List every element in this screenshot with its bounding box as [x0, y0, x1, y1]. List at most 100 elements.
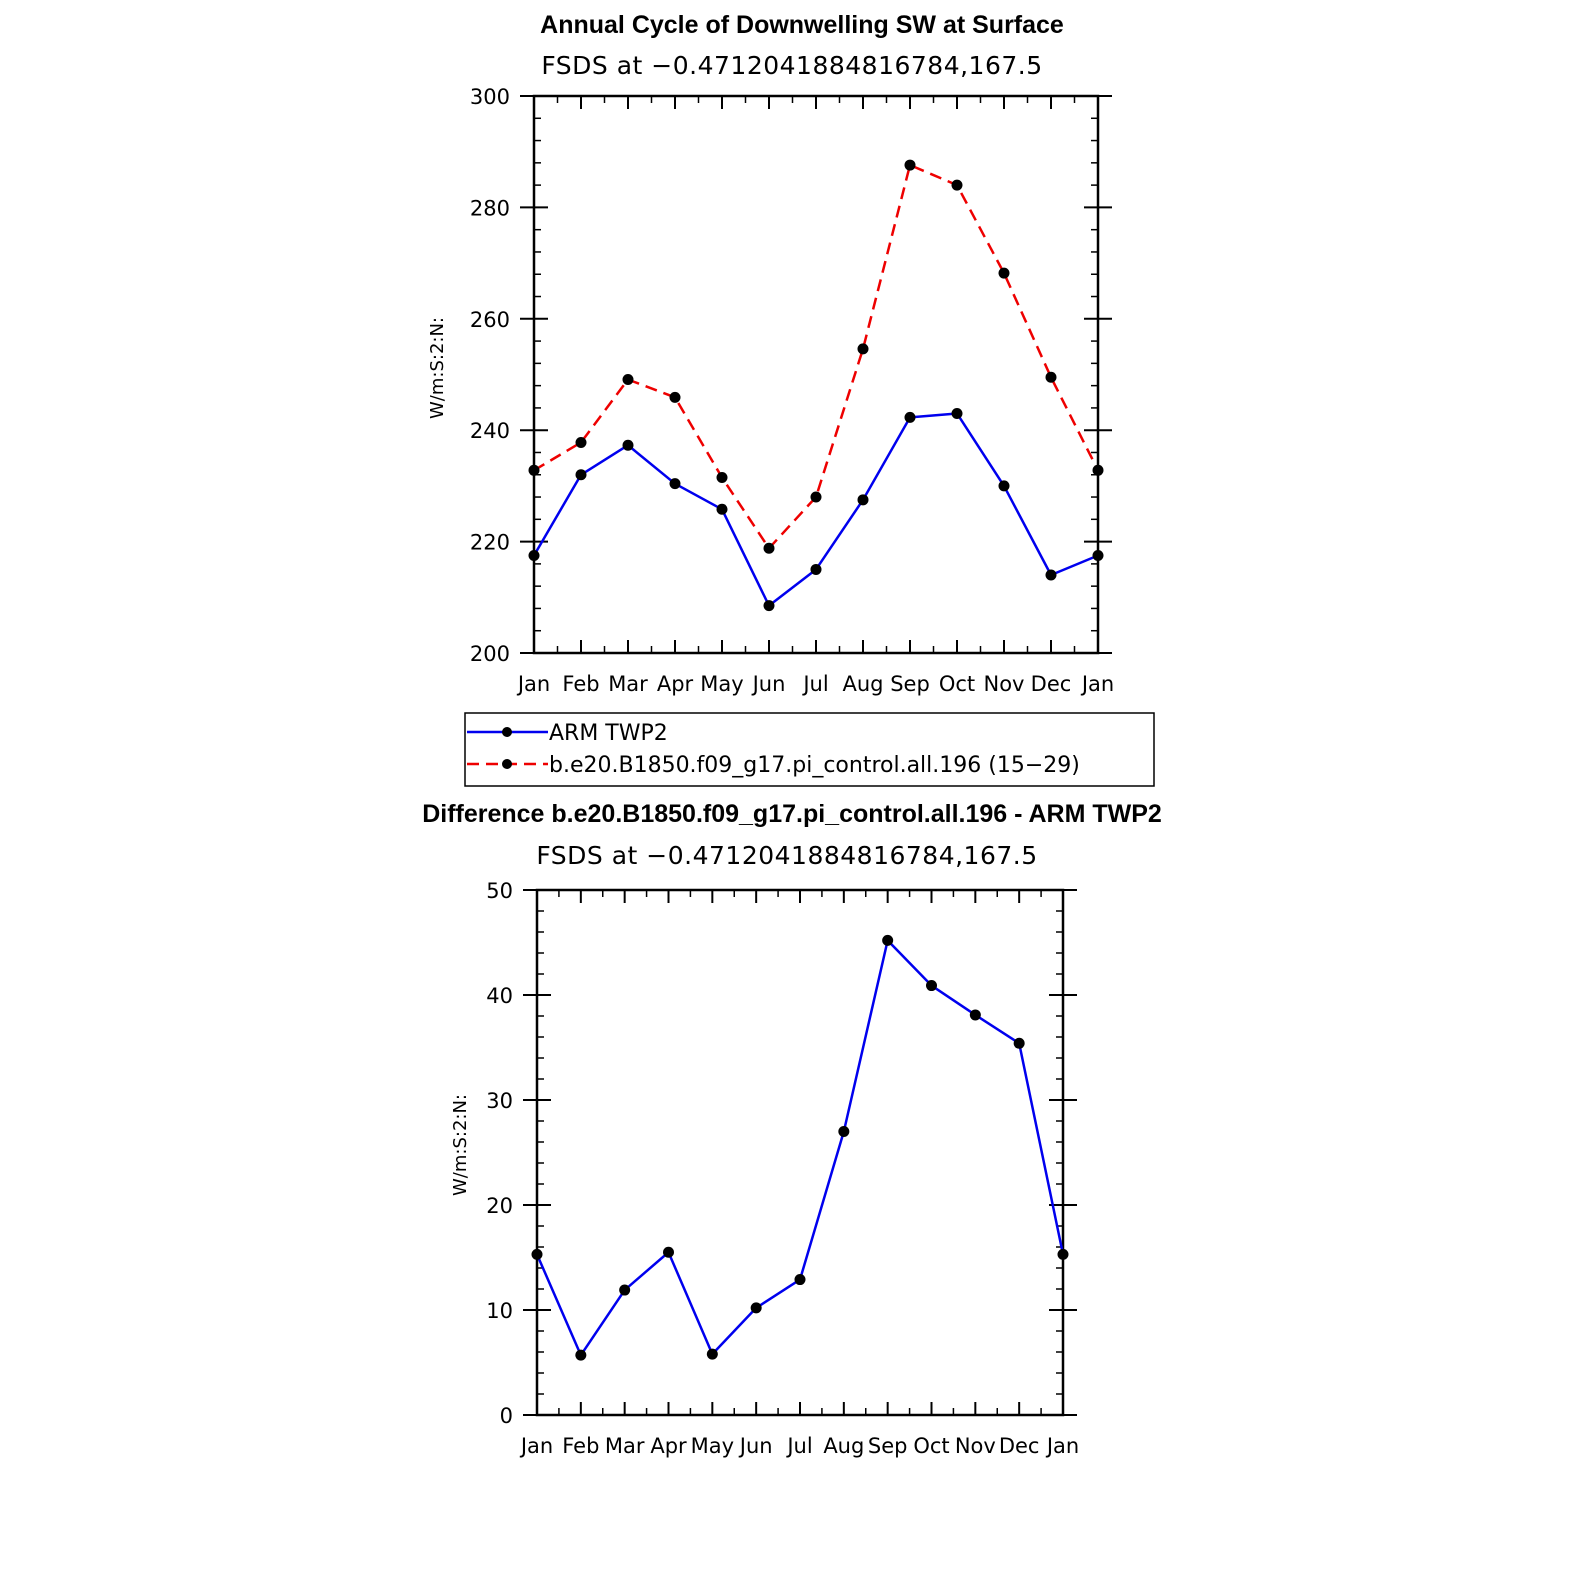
- x-tick-label: Jan: [1080, 672, 1114, 696]
- y-tick-label: 240: [470, 419, 510, 443]
- data-point: [669, 478, 681, 490]
- y-tick-label: 300: [470, 85, 510, 109]
- data-point: [857, 494, 869, 506]
- x-tick-label: May: [691, 1434, 734, 1458]
- x-tick-label: Sep: [868, 1434, 908, 1458]
- data-point: [528, 550, 540, 562]
- x-tick-label: Nov: [955, 1434, 996, 1458]
- annual-cycle-chart: Annual Cycle of Downwelling SW at Surfac…: [427, 11, 1155, 787]
- legend-entry-model: b.e20.B1850.f09_g17.pi_control.all.196 (…: [467, 753, 1080, 778]
- x-tick-label: Oct: [913, 1434, 949, 1458]
- data-point: [998, 267, 1010, 279]
- data-point: [1092, 464, 1104, 476]
- legend-label: ARM TWP2: [549, 721, 668, 746]
- data-point: [763, 600, 775, 612]
- data-point: [810, 563, 822, 575]
- y-tick-label: 280: [470, 196, 510, 220]
- x-tick-label: Sep: [890, 672, 930, 696]
- data-point: [1013, 1037, 1025, 1049]
- legend-label: b.e20.B1850.f09_g17.pi_control.all.196 (…: [549, 753, 1080, 778]
- data-point: [763, 542, 775, 554]
- data-point: [575, 469, 587, 481]
- data-point: [904, 159, 916, 171]
- x-tick-label: Feb: [562, 672, 599, 696]
- data-point: [904, 411, 916, 423]
- series-0: [528, 407, 1104, 612]
- x-tick-label: Aug: [823, 1434, 864, 1458]
- data-point: [1057, 1248, 1069, 1260]
- x-tick-label: Jul: [785, 1434, 812, 1458]
- x-tick-label: Mar: [608, 672, 648, 696]
- x-tick-label: Mar: [605, 1434, 645, 1458]
- data-point: [794, 1274, 806, 1286]
- y-axis-label: W/m:S:2:N:: [450, 1094, 471, 1196]
- y-tick-label: 20: [486, 1194, 513, 1218]
- data-point: [810, 491, 822, 503]
- y-tick-label: 200: [470, 642, 510, 666]
- data-point: [998, 480, 1010, 492]
- x-tick-label: Jun: [751, 672, 786, 696]
- x-tick-label: Oct: [939, 672, 975, 696]
- series-1: [528, 159, 1104, 554]
- data-point: [926, 980, 937, 992]
- y-tick-label: 10: [486, 1299, 513, 1323]
- data-point: [663, 1246, 674, 1258]
- x-tick-label: Apr: [650, 1434, 687, 1458]
- data-point: [706, 1348, 718, 1360]
- plot-frame: [535, 888, 1065, 1417]
- data-point: [951, 407, 963, 419]
- data-point: [1045, 371, 1057, 383]
- legend-box: [464, 712, 1155, 787]
- x-tick-label: Feb: [562, 1434, 599, 1458]
- x-tick-label: Jan: [516, 672, 550, 696]
- legend-entry-arm-twp2: ARM TWP2: [467, 721, 668, 746]
- x-tick-label: Jan: [519, 1434, 553, 1458]
- data-point: [619, 1284, 631, 1296]
- x-tick-label: Jan: [1045, 1434, 1079, 1458]
- series-0: [531, 934, 1069, 1361]
- chart-subtitle: FSDS at −0.4712041884816784,167.5: [536, 841, 1037, 870]
- legend: ARM TWP2 b.e20.B1850.f09_g17.pi_control.…: [464, 712, 1155, 787]
- data-point: [857, 343, 869, 355]
- data-point: [969, 1009, 981, 1021]
- data-point: [622, 439, 634, 451]
- data-point: [575, 436, 587, 448]
- y-tick-label: 220: [470, 531, 510, 555]
- data-point: [838, 1126, 850, 1137]
- data-point: [669, 391, 681, 403]
- data-point: [528, 464, 540, 476]
- data-point: [750, 1302, 762, 1314]
- y-tick-label: 40: [486, 984, 513, 1008]
- data-point: [882, 934, 894, 946]
- y-tick-label: 260: [470, 308, 510, 332]
- x-tick-label: Dec: [999, 1434, 1040, 1458]
- plot-area: Jan Feb Mar Apr May Jun Jul Aug Sep Oct Nov Dec Jan0…: [486, 879, 1079, 1458]
- x-tick-label: Aug: [842, 672, 883, 696]
- difference-chart: Difference b.e20.B1850.f09_g17.pi_contro…: [422, 800, 1162, 1458]
- y-tick-label: 30: [486, 1089, 513, 1113]
- series-line: [535, 939, 1065, 1357]
- data-point: [716, 503, 728, 515]
- data-point: [1045, 569, 1057, 581]
- chart-title: Annual Cycle of Downwelling SW at Surfac…: [540, 11, 1064, 39]
- legend-marker: [502, 759, 512, 769]
- x-tick-label: Nov: [984, 672, 1025, 696]
- x-tick-label: Apr: [657, 672, 694, 696]
- data-point: [531, 1248, 543, 1260]
- x-tick-label: Dec: [1031, 672, 1072, 696]
- data-point: [622, 374, 634, 386]
- y-axis-label: W/m:S:2:N:: [427, 317, 448, 419]
- legend-marker: [502, 727, 512, 737]
- data-point: [951, 179, 963, 191]
- series-line: [532, 412, 1099, 607]
- x-tick-label: Jun: [738, 1434, 773, 1458]
- data-point: [716, 472, 728, 484]
- chart-title: Difference b.e20.B1850.f09_g17.pi_contro…: [422, 800, 1162, 828]
- y-tick-label: 0: [500, 1404, 513, 1428]
- x-tick-label: May: [700, 672, 743, 696]
- chart-subtitle: FSDS at −0.4712041884816784,167.5: [541, 51, 1042, 80]
- y-tick-label: 50: [486, 879, 513, 903]
- series-line: [533, 163, 1100, 550]
- data-point: [1092, 550, 1104, 562]
